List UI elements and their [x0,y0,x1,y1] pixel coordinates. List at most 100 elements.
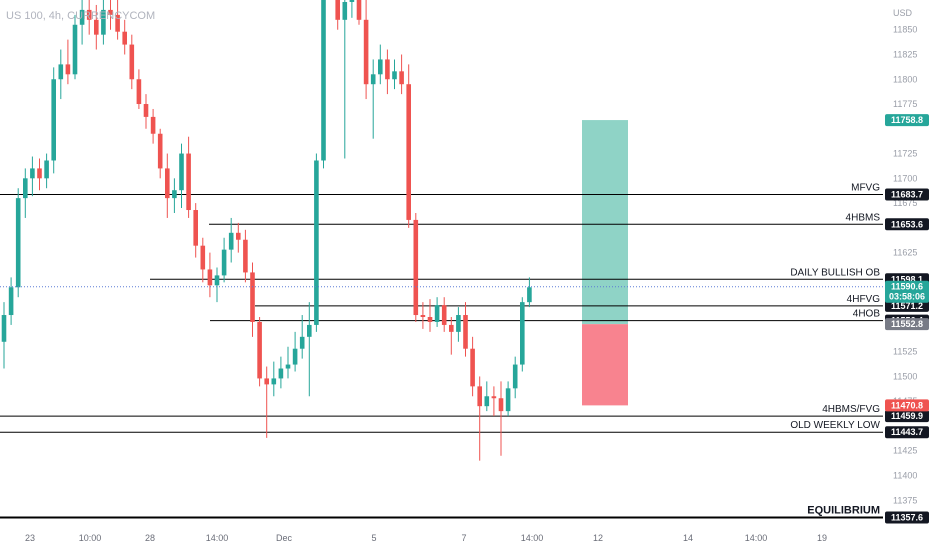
candle-body [58,64,64,80]
candle-body [143,104,149,117]
target-badge [885,114,929,127]
time-tick: 19 [817,533,827,543]
price-tick: 11625 [893,248,917,258]
time-tick: 12 [593,533,603,543]
position-tool[interactable] [582,120,628,406]
level-label: MFVG [851,182,880,193]
candle-body [271,378,277,385]
candle-body [30,168,35,179]
candle-body [434,305,440,322]
candle-body [23,178,28,199]
price-tick: 11500 [893,371,917,381]
level-badge [885,188,929,201]
time-tick: 10:00 [79,533,102,543]
candle-body [37,168,42,179]
time-tick: 23 [25,533,35,543]
currency-label: USD [893,8,913,18]
candle-body [278,368,284,379]
time-tick: 14:00 [206,533,229,543]
candle-body [221,249,227,276]
level-label: 4HBMS [846,212,881,223]
level-badge-text: 11357.6 [891,513,923,523]
price-tick: 11400 [893,471,917,481]
target-zone[interactable] [582,120,628,325]
level-label: 4HFVG [847,294,881,305]
candle-body [498,398,504,412]
last-price-badge [885,280,929,303]
candle-body [94,19,99,35]
candle-body [292,348,298,365]
candle-body [441,305,447,325]
candle-body [378,59,383,75]
chart-title: US 100, 4h, CURRENCYCOM [6,10,155,22]
candle-body [385,59,390,80]
candle-body [520,302,525,365]
level-badge [885,426,929,439]
candle-body [413,219,419,316]
candle-body [108,9,113,15]
candles [1,0,532,461]
price-tick: 11725 [893,149,917,159]
last-price-text: 11590.6 [891,282,923,292]
candle-body [349,0,355,2]
candle-body [299,336,305,349]
candle-body [243,239,248,273]
level-badge [885,410,929,423]
price-tick: 11800 [893,74,917,84]
time-tick: 7 [461,533,466,543]
price-tick: 11850 [893,25,917,35]
candle-body [257,321,262,379]
candle-body [101,9,106,35]
time-axis[interactable]: 23 10:00 28 14:00 Dec 5 7 14:00 12 14 14:00 19 [25,533,827,543]
entry-badge [885,318,929,331]
price-tick: 11775 [893,99,917,109]
candle-body [179,153,184,191]
stop-badge-text: 11470.8 [891,400,923,410]
level-badge-text: 11443.7 [891,427,923,437]
level-badge-text: 11653.6 [891,219,923,229]
stop-badge [885,399,929,412]
candle-body [456,315,461,332]
price-tick: 11425 [893,446,917,456]
candle-body [214,275,220,286]
time-tick: 14 [683,533,693,543]
candle-body [250,272,255,322]
price-axis[interactable] [883,0,932,530]
level-badge [885,511,929,524]
candle-body [463,315,468,349]
time-tick: 28 [145,533,155,543]
price-tick: 11675 [893,198,917,208]
candle-body [236,232,241,240]
candle-body [186,153,191,211]
candle-body [321,0,326,161]
candle-body [307,324,312,337]
level-label: DAILY BULLISH OB [790,267,880,278]
candle-body [314,160,319,325]
candle-body [207,269,213,286]
candle-body [15,198,21,288]
candle-body [65,64,71,75]
candle-body [527,287,532,303]
candle-body [122,31,127,45]
candle-body [420,315,426,318]
candle-body [165,168,170,199]
level-badge-text: 11571.2 [891,301,923,311]
candle-body [157,133,163,169]
time-tick: 14:00 [745,533,768,543]
bar-countdown: 03:58:06 [889,292,925,302]
level-badge [885,218,929,231]
candle-body [150,116,156,134]
candle-body [356,0,362,20]
level-badge-text: 11459.9 [891,411,923,421]
level-label: 4HBMS/FVG [822,404,880,415]
candle-body [477,386,482,407]
candle-body [427,317,433,322]
candle-body [193,210,198,246]
level-lines: MFVG 4HBMS DAILY BULLISH OB 4HFVG 4HOB 4HBMS/… [0,182,883,519]
stop-zone[interactable] [582,324,628,406]
candle-body [449,324,454,332]
candle-body [399,71,404,85]
candle-body [8,287,14,316]
target-badge-text: 11758.8 [891,115,923,125]
